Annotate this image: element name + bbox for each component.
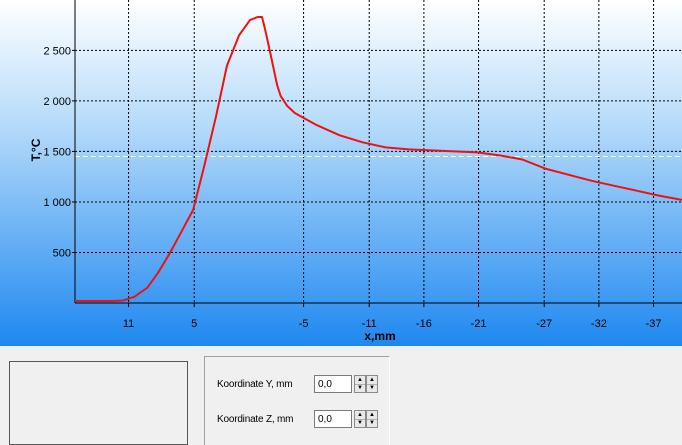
y-axis-label: T,°C bbox=[29, 138, 43, 161]
x-tick-label: -32 bbox=[591, 318, 607, 330]
x-tick-label: 11 bbox=[123, 318, 134, 330]
y-tick-label: 1 500 bbox=[43, 146, 71, 158]
caret-up-icon[interactable]: ▲ bbox=[367, 411, 377, 420]
coordinate-y-label: Koordinate Y, mm bbox=[217, 378, 293, 390]
coordinate-y-row: Koordinate Y, mm ▲ ▼ ▲ ▼ bbox=[217, 373, 378, 395]
caret-down-icon[interactable]: ▼ bbox=[357, 420, 363, 427]
bottom-panel: Koordinate Y, mm ▲ ▼ ▲ ▼ Koordinate Z, m… bbox=[0, 346, 682, 445]
coordinate-z-stepper[interactable]: ▲ ▼ ▲ ▼ bbox=[354, 410, 378, 428]
x-axis-label: x,mm bbox=[364, 329, 395, 343]
series-line-temperature bbox=[75, 16, 682, 302]
caret-up-icon[interactable]: ▲ bbox=[355, 411, 365, 420]
x-tick-label: -5 bbox=[299, 318, 309, 330]
x-ticks: 11 5 -5 -11 -16 -21 -27 -32 -37 bbox=[123, 303, 662, 330]
caret-up-icon[interactable]: ▲ bbox=[367, 376, 377, 385]
coordinate-group: Koordinate Y, mm ▲ ▼ ▲ ▼ Koordinate Z, m… bbox=[204, 356, 390, 445]
coordinate-y-spin-left[interactable]: ▲ ▼ bbox=[354, 375, 366, 393]
caret-down-icon[interactable]: ▼ bbox=[357, 385, 363, 392]
x-tick-label: -27 bbox=[536, 318, 552, 330]
x-tick-label: -21 bbox=[471, 318, 487, 330]
caret-down-icon[interactable]: ▼ bbox=[369, 420, 375, 427]
caret-down-icon[interactable]: ▼ bbox=[369, 385, 375, 392]
y-ticks: 2 500 2 000 1 500 1 000 500 bbox=[43, 45, 75, 259]
caret-up-icon[interactable]: ▲ bbox=[355, 376, 365, 385]
temperature-chart: 2 500 2 000 1 500 1 000 500 11 5 -5 -11 -16 -21 -2… bbox=[0, 0, 682, 346]
y-tick-label: 500 bbox=[53, 247, 71, 259]
preview-box bbox=[9, 361, 188, 445]
series-group bbox=[75, 16, 682, 302]
x-tick-label: -16 bbox=[416, 318, 432, 330]
chart-background bbox=[0, 0, 682, 346]
coordinate-z-spin-right[interactable]: ▲ ▼ bbox=[366, 410, 378, 428]
coordinate-z-row: Koordinate Z, mm ▲ ▼ ▲ ▼ bbox=[217, 408, 378, 430]
y-tick-label: 2 500 bbox=[43, 45, 71, 57]
x-tick-label: -11 bbox=[362, 318, 377, 330]
coordinate-y-input[interactable] bbox=[314, 375, 352, 393]
y-tick-label: 2 000 bbox=[43, 96, 71, 108]
y-tick-label: 1 000 bbox=[43, 197, 71, 209]
chart-svg: 2 500 2 000 1 500 1 000 500 11 5 -5 -11 -16 -21 -2… bbox=[0, 0, 682, 346]
coordinate-z-label: Koordinate Z, mm bbox=[217, 413, 294, 425]
coordinate-y-spin-right[interactable]: ▲ ▼ bbox=[366, 375, 378, 393]
coordinate-z-input[interactable] bbox=[314, 410, 352, 428]
coordinate-y-stepper[interactable]: ▲ ▼ ▲ ▼ bbox=[354, 375, 378, 393]
grid bbox=[75, 0, 682, 303]
coordinate-z-spin-left[interactable]: ▲ ▼ bbox=[354, 410, 366, 428]
x-tick-label: 5 bbox=[191, 318, 197, 330]
x-tick-label: -37 bbox=[646, 318, 662, 330]
